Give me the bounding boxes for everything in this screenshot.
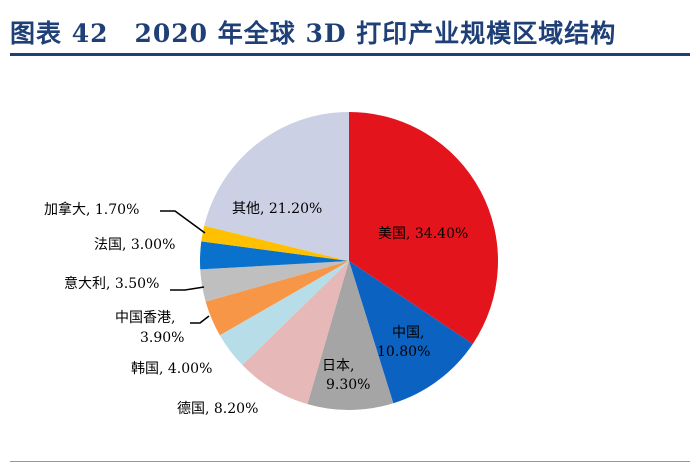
label-hk-2: 3.90% (140, 330, 184, 346)
label-germany: 德国, 8.20% (177, 401, 258, 417)
label-japan-2: 9.30% (326, 377, 370, 393)
leader-line-italy (170, 286, 205, 291)
pie-slice-德国 (242, 261, 349, 405)
pie-slice-中国 (349, 261, 473, 404)
pie-slice-加拿大 (201, 225, 349, 261)
bottom-divider (10, 461, 690, 462)
label-china-1: 中国, (392, 325, 424, 341)
pie-slice-意大利 (200, 261, 349, 302)
pie-slice-韩国 (219, 261, 349, 366)
leader-line-hk (190, 315, 210, 324)
pie-slice-美国 (349, 112, 498, 344)
label-france: 法国, 3.00% (94, 237, 175, 253)
label-italy: 意大利, 3.50% (64, 275, 159, 292)
leader-line-canada (160, 210, 206, 234)
pie-slice-其他 (204, 112, 349, 261)
leader-lines (160, 210, 210, 324)
pie-slice-日本 (307, 261, 394, 410)
pie-slice-中国香港 (205, 261, 349, 336)
label-hk-1: 中国香港, (115, 310, 175, 326)
label-china-2: 10.80% (377, 344, 430, 360)
figure-title: 图表 42 2020 年全球 3D 打印产业规模区域结构 (10, 19, 617, 48)
label-japan-1: 日本, (322, 358, 354, 374)
label-canada: 加拿大, 1.70% (44, 201, 139, 218)
pie-slice-法国 (200, 241, 349, 270)
label-usa: 美国, 34.40% (378, 226, 468, 242)
label-korea: 韩国, 4.00% (131, 361, 212, 377)
title-underline (10, 53, 690, 56)
label-other: 其他, 21.20% (232, 201, 322, 217)
